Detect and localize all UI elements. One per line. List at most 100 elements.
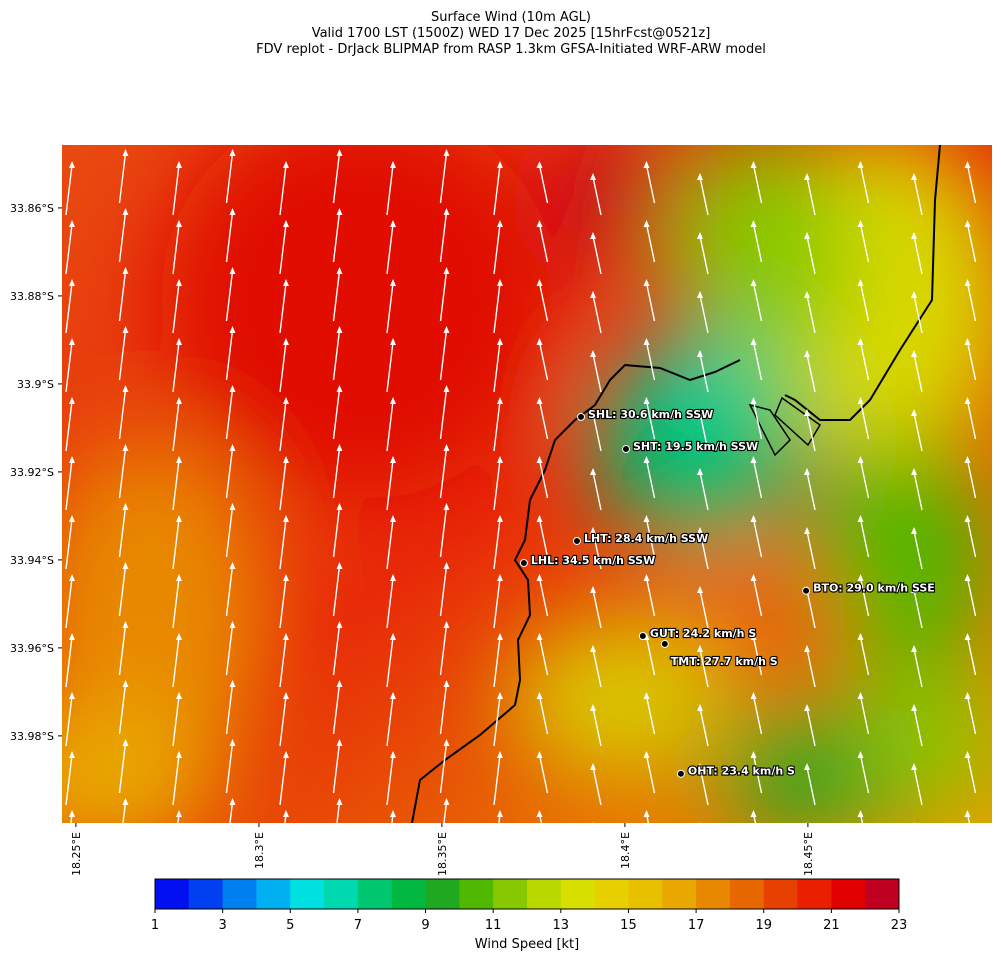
wind-arrow-head xyxy=(643,397,650,404)
wind-arrow xyxy=(913,648,923,688)
wind-arrow xyxy=(439,211,448,263)
wind-arrow xyxy=(966,341,977,381)
lon-tick-label: 18.25°E xyxy=(70,832,83,876)
wind-arrow xyxy=(172,754,180,806)
wind-arrow xyxy=(538,223,549,263)
wind-arrow-head xyxy=(592,822,594,823)
wind-arrow xyxy=(118,329,127,381)
wind-arrow-head xyxy=(750,161,757,168)
wind-arrow xyxy=(592,176,602,216)
wind-arrow-head xyxy=(590,527,596,534)
wind-arrow-head xyxy=(697,232,703,239)
wind-arrow-head xyxy=(122,562,129,569)
wind-arrow xyxy=(538,695,549,735)
wind-arrow-head xyxy=(229,739,236,746)
wind-arrow-head xyxy=(176,692,182,699)
wind-arrow xyxy=(118,506,127,558)
wind-arrow-head xyxy=(911,232,917,239)
wind-arrow-head xyxy=(697,527,703,534)
wind-arrow-head xyxy=(497,279,503,286)
wind-arrow xyxy=(538,577,549,617)
wind-arrow xyxy=(645,754,656,794)
station-marker xyxy=(622,445,631,454)
wind-arrow xyxy=(172,223,180,275)
wind-arrow-head xyxy=(283,692,289,699)
wind-arrow-head xyxy=(497,220,503,227)
lon-tick-label: 18.3°E xyxy=(253,832,266,869)
wind-arrow xyxy=(493,282,501,334)
wind-arrow-head xyxy=(283,633,289,640)
wind-arrow-head xyxy=(497,161,503,168)
wind-arrow-head xyxy=(283,220,289,227)
lat-tick-label: 33.94°S xyxy=(10,554,54,567)
wind-arrow-head xyxy=(964,810,971,817)
wind-arrow-head xyxy=(697,586,703,593)
wind-arrow-head xyxy=(176,338,182,345)
wind-arrow xyxy=(806,412,816,452)
colorbar-bin xyxy=(290,879,325,909)
station-label: SHL: 30.6 km/h SSW xyxy=(588,408,713,421)
wind-arrow-head xyxy=(176,161,182,168)
wind-arrow-head xyxy=(390,633,396,640)
wind-arrow xyxy=(386,577,394,629)
colorbar-tick-label: 3 xyxy=(218,918,226,933)
wind-arrow xyxy=(118,565,127,617)
wind-arrow xyxy=(172,636,180,688)
wind-arrow-head xyxy=(857,397,864,404)
wind-arrow-head xyxy=(390,220,396,227)
wind-arrow xyxy=(966,223,977,263)
colorbar-bin xyxy=(357,879,393,909)
wind-arrow-head xyxy=(336,798,343,805)
wind-arrow xyxy=(645,400,656,440)
wind-arrow xyxy=(592,235,602,275)
wind-arrow xyxy=(172,459,180,511)
wind-arrow-head xyxy=(229,562,236,569)
wind-arrow xyxy=(279,754,287,806)
wind-arrow-head xyxy=(964,515,971,522)
colorbar-bin xyxy=(459,879,494,909)
wind-arrow-head xyxy=(857,751,864,758)
wind-arrow-head xyxy=(750,279,757,286)
wind-arrow-head xyxy=(443,680,450,687)
wind-arrow xyxy=(592,412,602,452)
wind-arrow-head xyxy=(750,220,757,227)
wind-arrow xyxy=(752,518,763,558)
wind-arrow xyxy=(225,329,234,381)
wind-arrow-head xyxy=(697,350,703,357)
wind-arrow xyxy=(118,447,127,499)
wind-arrow-head xyxy=(643,279,650,286)
wind-arrow xyxy=(279,459,287,511)
wind-arrow-head xyxy=(804,645,810,652)
wind-arrow xyxy=(645,577,656,617)
wind-arrow xyxy=(493,518,501,570)
wind-arrow-head xyxy=(590,704,596,711)
colorbar-tick-label: 19 xyxy=(755,918,772,933)
wind-arrow-head xyxy=(536,515,543,522)
wind-arrow-head xyxy=(857,515,864,522)
colorbar-tick-label: 21 xyxy=(823,918,840,933)
wind-arrow-head xyxy=(229,798,236,805)
wind-arrow xyxy=(498,813,501,823)
wind-arrow xyxy=(913,530,923,570)
wind-arrow xyxy=(225,211,234,263)
wind-arrow xyxy=(538,282,549,322)
wind-arrow xyxy=(65,518,73,570)
wind-arrow xyxy=(859,282,870,322)
wind-arrow-head xyxy=(443,503,450,510)
map-area xyxy=(62,145,992,823)
wind-arrow xyxy=(645,813,650,823)
colorbar-bin xyxy=(831,879,866,909)
wind-arrow xyxy=(172,164,180,216)
wind-arrow-head xyxy=(750,456,757,463)
wind-arrow-head xyxy=(857,456,864,463)
wind-arrow-head xyxy=(536,161,543,168)
wind-arrow-head xyxy=(750,751,757,758)
wind-arrow xyxy=(65,636,73,688)
wind-arrow xyxy=(538,754,549,794)
wind-arrow xyxy=(752,164,763,204)
wind-arrow-head xyxy=(804,291,810,298)
wind-arrow-head xyxy=(697,409,703,416)
wind-arrow-head xyxy=(122,798,129,805)
wind-arrow-head xyxy=(497,751,503,758)
wind-arrow-head xyxy=(857,279,864,286)
